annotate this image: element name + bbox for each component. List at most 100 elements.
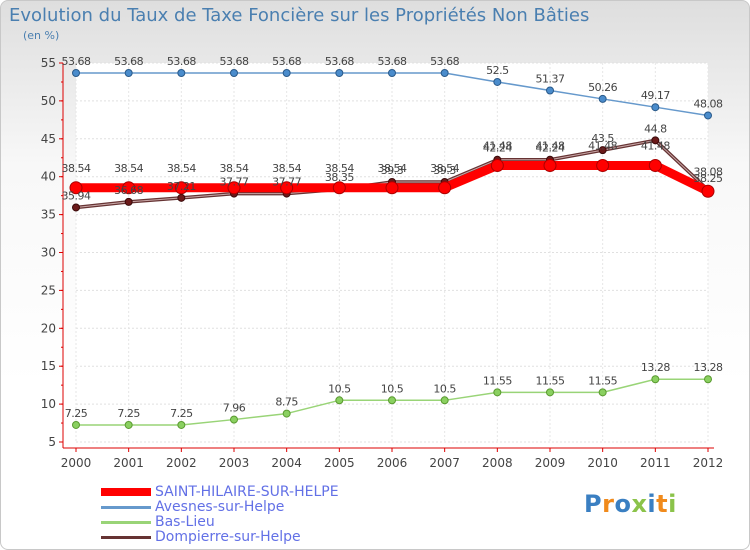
data-label: 10.5	[433, 382, 456, 395]
data-label: 39.3	[381, 164, 404, 177]
data-label: 48.08	[694, 97, 723, 110]
data-label: 53.68	[325, 55, 354, 68]
data-point	[440, 396, 449, 405]
x-tick-label: 2002	[166, 456, 197, 470]
data-point	[124, 420, 133, 429]
data-label: 53.68	[430, 55, 459, 68]
data-point	[177, 193, 186, 202]
data-label: 38.54	[62, 162, 91, 175]
data-label: 44.8	[644, 122, 667, 135]
data-label: 51.37	[536, 73, 565, 86]
data-point	[124, 197, 133, 206]
x-tick-label: 2006	[377, 456, 408, 470]
data-label: 52.5	[486, 64, 509, 77]
y-tick-label: 5	[48, 435, 56, 449]
data-point	[438, 181, 452, 195]
data-label: 10.5	[381, 382, 404, 395]
data-point	[546, 86, 554, 95]
data-label: 38.54	[430, 162, 459, 175]
data-label: 42.24	[483, 142, 512, 155]
legend-swatch	[101, 506, 151, 509]
data-point	[493, 77, 502, 86]
chart-title: Evolution du Taux de Taxe Foncière sur l…	[9, 5, 590, 26]
y-tick-label: 55	[41, 56, 56, 70]
data-label: 53.68	[378, 55, 407, 68]
x-tick-label: 2012	[693, 456, 724, 470]
logo-letter: t	[656, 490, 669, 518]
data-point	[69, 181, 83, 195]
data-point	[335, 69, 344, 78]
data-label: 41.48	[536, 139, 565, 152]
x-tick-label: 2008	[482, 456, 513, 470]
y-tick-label: 50	[41, 94, 56, 108]
data-point	[598, 146, 607, 155]
x-tick-label: 2005	[324, 456, 355, 470]
data-point	[280, 181, 294, 195]
data-point	[543, 158, 557, 172]
data-point	[704, 111, 712, 120]
data-point	[598, 388, 607, 397]
data-label: 8.75	[275, 396, 298, 409]
data-point	[282, 409, 291, 418]
data-point	[227, 181, 241, 195]
data-label: 11.55	[536, 374, 565, 387]
data-label: 53.68	[167, 55, 196, 68]
y-tick-label: 30	[41, 246, 56, 260]
data-label: 38.35	[325, 171, 354, 184]
y-tick-label: 40	[41, 170, 56, 184]
logo-letter: o	[614, 490, 632, 518]
data-point	[388, 396, 396, 405]
data-label: 13.28	[694, 361, 723, 374]
x-tick-label: 2003	[219, 456, 250, 470]
data-point	[282, 69, 291, 78]
logo-letter: P	[584, 490, 603, 518]
legend-label: Bas-Lieu	[155, 514, 215, 530]
legend-label: Dompierre-sur-Helpe	[155, 529, 301, 545]
data-label: 35.94	[62, 189, 91, 202]
x-tick-label: 2011	[640, 456, 671, 470]
data-label: 7.96	[223, 402, 246, 415]
logo-letter: x	[631, 490, 648, 518]
data-point	[651, 136, 660, 145]
data-label: 50.26	[588, 81, 617, 94]
data-point	[332, 181, 346, 195]
data-point	[651, 103, 660, 112]
data-point	[596, 158, 610, 172]
data-point	[230, 415, 238, 424]
data-point	[388, 69, 396, 78]
data-point	[704, 375, 712, 384]
legend-swatch	[101, 488, 151, 496]
data-point	[701, 184, 715, 198]
data-point	[385, 181, 399, 195]
data-label: 7.25	[117, 407, 140, 420]
data-label: 42.24	[536, 142, 565, 155]
data-label: 7.25	[65, 407, 88, 420]
x-tick-label: 2007	[429, 456, 460, 470]
data-label: 41.48	[641, 139, 670, 152]
y-tick-label: 45	[41, 132, 56, 146]
proxiti-logo: Proxiti	[584, 490, 677, 518]
logo-letter: i	[647, 490, 657, 518]
data-label: 11.55	[588, 374, 617, 387]
y-tick-label: 10	[41, 397, 56, 411]
data-label: 36.68	[114, 184, 143, 197]
data-label: 38.08	[694, 165, 723, 178]
data-label: 38.54	[220, 162, 249, 175]
legend-label: Avesnes-sur-Helpe	[155, 499, 285, 515]
data-label: 49.17	[641, 89, 670, 102]
data-label: 41.48	[588, 139, 617, 152]
legend-label: SAINT-HILAIRE-SUR-HELPE	[155, 484, 339, 500]
unit-label: (en %)	[23, 29, 60, 42]
data-point	[72, 420, 80, 429]
data-point	[122, 181, 136, 195]
data-label: 37.77	[220, 176, 249, 189]
data-label: 37.77	[272, 176, 301, 189]
x-tick-label: 2010	[587, 456, 618, 470]
y-tick-label: 15	[41, 359, 56, 373]
data-point	[546, 388, 554, 397]
data-label: 7.25	[170, 407, 193, 420]
data-point	[440, 69, 449, 78]
data-label: 43.5	[591, 132, 614, 145]
